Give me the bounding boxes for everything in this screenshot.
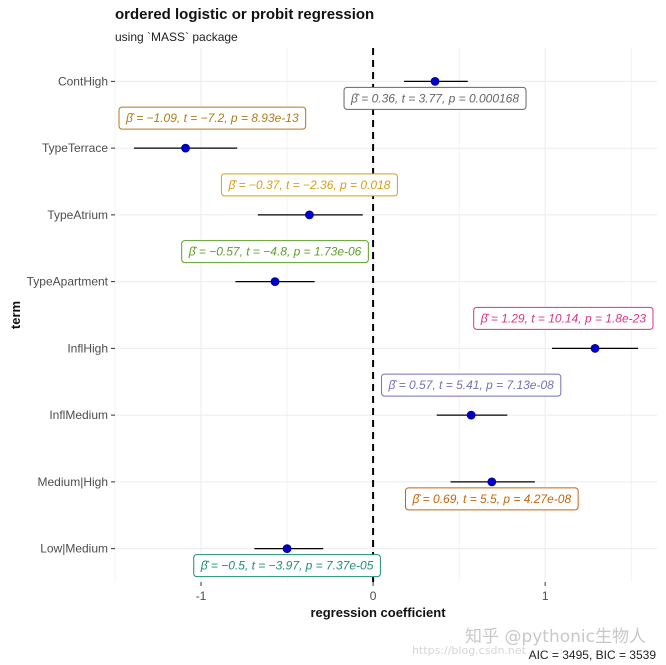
y-tick-label: InflHigh [67,341,108,355]
coefficient-point [270,277,280,287]
x-tick-label: -1 [196,589,207,603]
y-axis-title: term [8,301,23,329]
coefficient-label-box [473,306,654,330]
x-tick-label: 1 [542,589,549,603]
y-tick-label: Medium|High [38,475,108,489]
coefficient-label: β̂ = −0.5, t = −3.97, p = 7.37e-05 [193,554,381,578]
coefficient-point [487,477,497,487]
coefficient-label-text: β̂ = −0.5, t = −3.97, p = 7.37e-05 [200,559,374,573]
coefficient-label: β̂ = −0.57, t = −4.8, p = 1.73e-06 [181,240,369,264]
y-tick-label: TypeTerrace [42,141,108,155]
watermark-text: 知乎 @pythonic生物人 [465,627,646,647]
coefficient-label: β̂ = 1.29, t = 10.14, p = 1.8e-23 [473,306,654,330]
y-tick-label: ContHigh [58,74,108,88]
coefficient-label: β̂ = 0.69, t = 5.5, p = 4.27e-08 [404,487,579,511]
y-tick-label: InflMedium [49,408,108,422]
coefficient-label: β̂ = 0.36, t = 3.77, p = 0.000168 [343,86,527,110]
coefficient-point [590,343,600,353]
x-axis-title: regression coefficient [310,605,446,620]
coefficient-label-text: β̂ = −1.09, t = −7.2, p = 8.93e-13 [125,111,299,125]
coefficient-label-box [381,373,562,397]
coefficient-point [430,76,440,86]
coefficient-label-text: β̂ = 0.57, t = 5.41, p = 7.13e-08 [388,378,555,392]
model-fit-caption: AIC = 3495, BIC = 3539 [528,648,656,662]
chart-title: ordered logistic or probit regression [115,6,375,23]
y-tick-label: Low|Medium [40,542,108,556]
coefficient-label-box [193,554,381,578]
coefficient-label-box [118,106,307,130]
coefficient-label-text: β̂ = −0.57, t = −4.8, p = 1.73e-06 [188,245,362,259]
y-tick-label: TypeApartment [27,275,109,289]
coefficient-label-text: β̂ = 0.36, t = 3.77, p = 0.000168 [350,91,519,105]
coefficient-label-text: β̂ = 0.69, t = 5.5, p = 4.27e-08 [411,492,571,506]
coefficient-label-box [404,487,579,511]
coefficient-point [181,143,190,153]
chart-subtitle: using `MASS` package [115,30,238,44]
coefficient-point [466,410,476,420]
coefficient-label-text: β̂ = 1.29, t = 10.14, p = 1.8e-23 [480,311,647,325]
coefficient-label-box [220,173,398,197]
x-tick-label: 0 [370,589,377,603]
coefficient-point [282,544,292,554]
watermark-url: https://blog.csdn.net [412,644,526,657]
coefficient-label: β̂ = −1.09, t = −7.2, p = 8.93e-13 [118,106,307,130]
coefficient-label-box [181,240,369,264]
coefficient-point [305,210,314,220]
coefficient-label-text: β̂ = −0.37, t = −2.36, p = 0.018 [227,178,390,192]
y-tick-label: TypeAtrium [47,208,108,222]
coefficient-label-box [343,86,527,110]
coefficient-label: β̂ = 0.57, t = 5.41, p = 7.13e-08 [381,373,562,397]
coefficient-label: β̂ = −0.37, t = −2.36, p = 0.018 [220,173,398,197]
